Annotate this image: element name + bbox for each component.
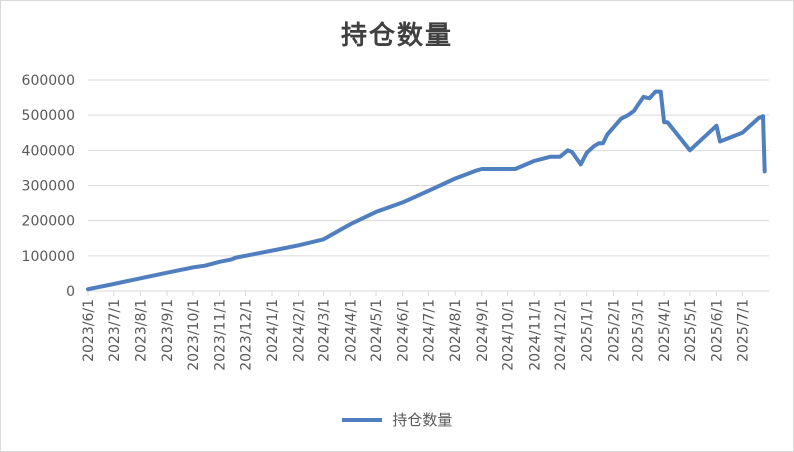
y-tick-label: 600000 (22, 73, 75, 89)
legend: 持仓数量 (1, 409, 793, 430)
x-tick-label: 2023/11/1 (213, 299, 229, 371)
legend-label: 持仓数量 (392, 411, 453, 429)
x-tick-label: 2023/12/1 (238, 299, 254, 371)
x-tick-label: 2024/3/1 (317, 299, 333, 362)
series-line (86, 89, 767, 292)
x-tick-label: 2025/1/1 (580, 299, 596, 362)
x-tick-label: 2024/5/1 (369, 299, 385, 362)
y-tick-label: 400000 (22, 143, 75, 159)
x-tick-label: 2024/10/1 (501, 299, 517, 371)
x-tick-label: 2023/8/1 (133, 299, 149, 362)
y-tick-label: 500000 (22, 108, 75, 124)
x-tick-label: 2024/12/1 (553, 299, 569, 371)
legend-swatch (341, 417, 382, 422)
x-tick-label: 2025/6/1 (710, 299, 726, 362)
x-tick-label: 2024/8/1 (448, 299, 464, 362)
x-tick-label: 2024/2/1 (292, 299, 308, 362)
x-tick-label: 2024/1/1 (265, 299, 281, 362)
x-tick-label: 2023/6/1 (81, 299, 97, 362)
x-tick-label: 2024/11/1 (527, 299, 543, 371)
y-tick-label: 300000 (22, 179, 75, 195)
x-tick-label: 2025/3/1 (630, 299, 646, 362)
x-tick-label: 2025/7/1 (735, 299, 751, 362)
x-tick-label: 2023/9/1 (160, 299, 176, 362)
y-tick-label: 100000 (22, 249, 75, 265)
x-tick-label: 2024/4/1 (343, 299, 359, 362)
y-tick-label: 200000 (22, 214, 75, 230)
chart-title: 持仓数量 (340, 21, 453, 51)
x-tick-label: 2024/9/1 (475, 299, 491, 362)
x-tick-label: 2025/2/1 (606, 299, 622, 362)
y-tick-label: 0 (66, 284, 75, 300)
x-tick-label: 2024/7/1 (422, 299, 438, 362)
x-tick-label: 2023/10/1 (186, 299, 202, 371)
x-tick-label: 2024/6/1 (396, 299, 412, 362)
x-tick-label: 2023/7/1 (107, 299, 123, 362)
x-tick-label: 2025/5/1 (683, 299, 699, 362)
x-tick-label: 2025/4/1 (657, 299, 673, 362)
